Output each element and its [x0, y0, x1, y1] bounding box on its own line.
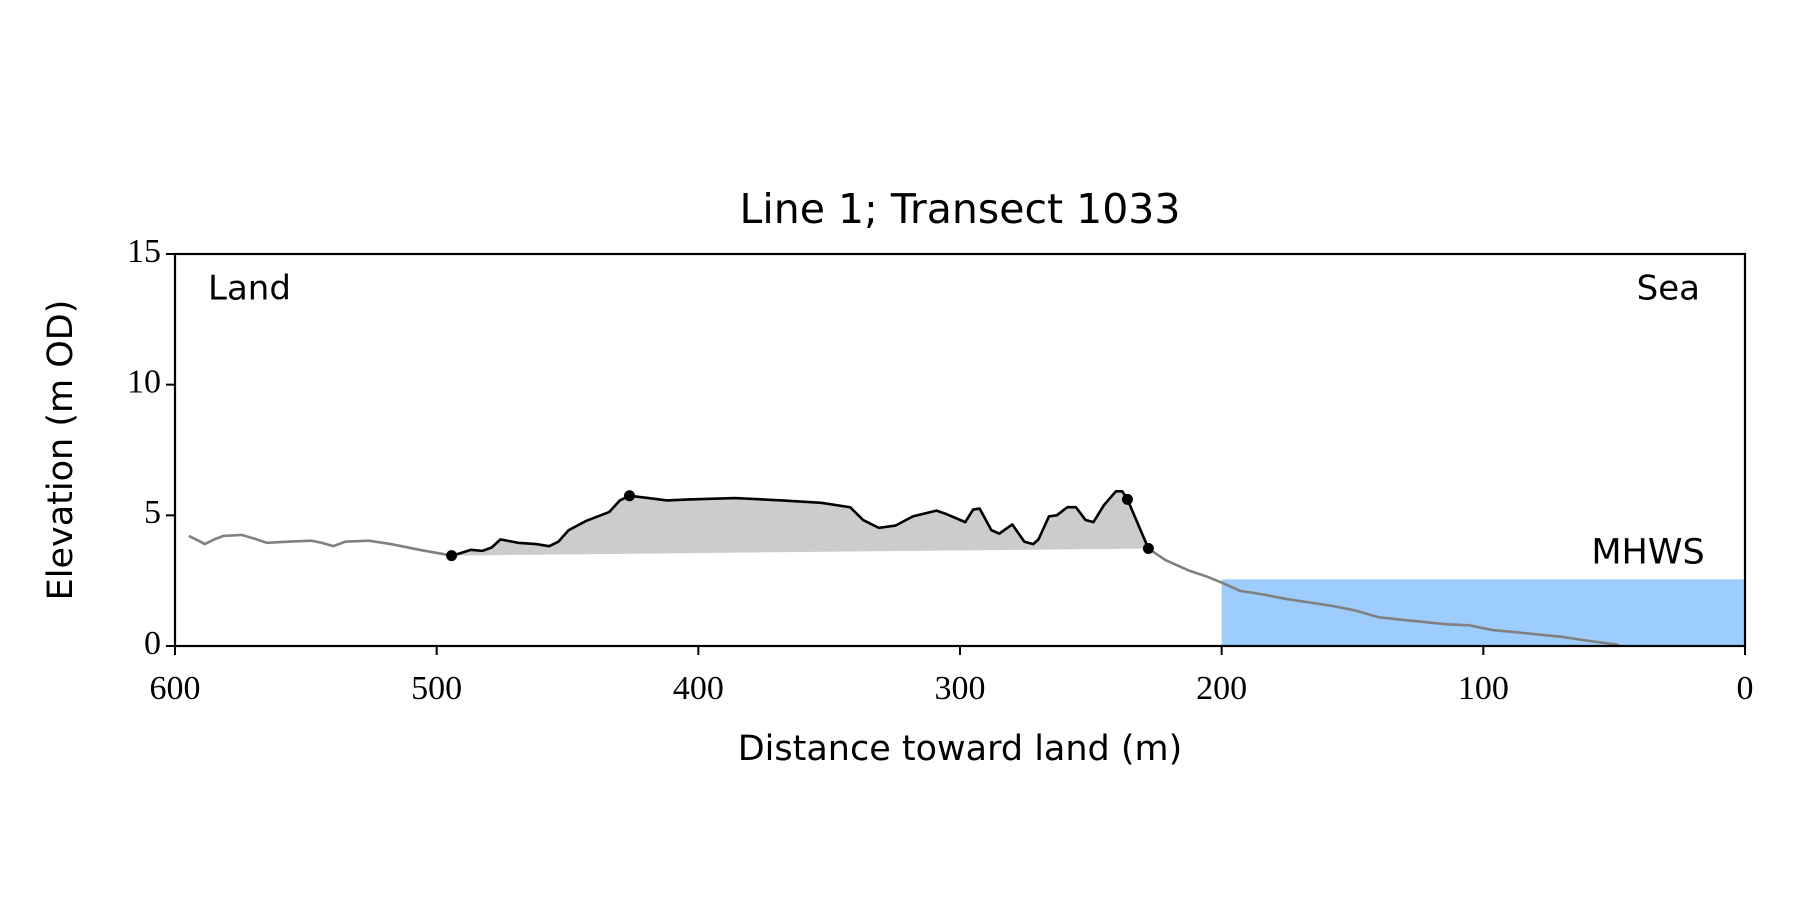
x-tick-label: 200	[1196, 670, 1247, 707]
marker	[446, 550, 458, 562]
dune-fill	[451, 491, 1149, 556]
marker	[1142, 543, 1154, 555]
profile-line	[188, 533, 452, 557]
annotation-sea: Sea	[1637, 269, 1700, 309]
annotation-land: Land	[208, 269, 291, 309]
x-tick-label: 500	[411, 670, 462, 707]
profile-line	[451, 489, 1150, 557]
y-axis-label: Elevation (m OD)	[41, 300, 81, 601]
y-tick-label: 10	[127, 363, 161, 400]
y-tick-label: 0	[144, 625, 161, 662]
y-tick-label: 5	[144, 494, 161, 531]
chart-title: Line 1; Transect 1033	[740, 185, 1181, 233]
marker	[624, 490, 636, 502]
x-axis-label: Distance toward land (m)	[738, 729, 1183, 769]
x-tick-label: 0	[1737, 670, 1754, 707]
x-tick-label: 600	[150, 670, 201, 707]
mhws-label: MHWS	[1591, 532, 1704, 572]
mhws-area	[1221, 579, 1745, 646]
profile-line	[1147, 547, 1620, 647]
y-tick-label: 15	[127, 233, 161, 270]
x-tick-label: 300	[935, 670, 986, 707]
x-tick-label: 100	[1458, 670, 1509, 707]
x-tick-label: 400	[673, 670, 724, 707]
marker	[1121, 493, 1133, 505]
